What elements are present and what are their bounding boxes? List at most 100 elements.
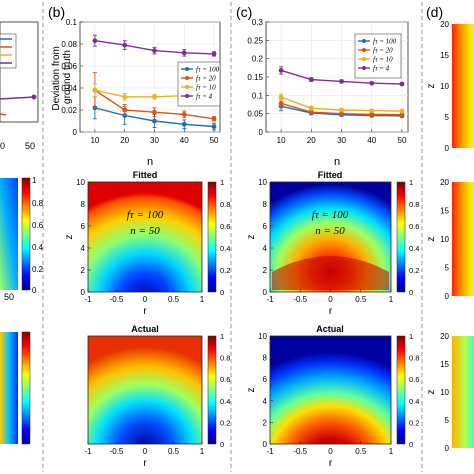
xtick-label: 20 [120,136,129,145]
heatmap-xtick-label: 1 [389,447,394,456]
left-colorbar-1 [22,178,30,290]
left-xtick-label: 0 [0,141,5,151]
colorbar-tick-label: 0.4 [409,397,419,406]
panel-d-ytick-label: 5 [445,264,450,273]
data-point [369,108,374,113]
heatmap-ytick-label: 8 [81,200,86,209]
data-point [212,52,217,57]
left-cbar-tick: 0.2 [32,265,44,274]
heatmap-ytick-label: 0 [263,440,268,449]
panel-label-b: (b) [48,4,65,20]
heatmap-xtick-label: -0.5 [110,447,124,456]
panel-b-legend: fτ = 100fτ = 20fτ = 10fτ = 4 [178,62,220,106]
legend-marker [185,67,189,71]
legend-label: fτ = 10 [196,84,216,92]
colorbar-tick-label: 1 [409,178,413,187]
heatmap-xtick-label: 0.5 [355,447,367,456]
panel-b-fitted-heatmap: Fitted fτ = 100 n = 50 -1-0.500.51024681… [64,170,230,317]
heatmap-ylabel: z [246,388,257,393]
data-point [152,94,157,99]
xtick-label: 40 [367,136,376,145]
colorbar-tick-label: 0.2 [409,418,419,427]
colorbar-tick-label: 0.8 [220,354,230,363]
heatmap-xtick-label: -1 [266,295,274,304]
colorbar-tick-label: 0.8 [409,200,419,209]
panel-c-fitted-heatmap: Fitted fτ = 100 n = 50 -1-0.500.51024681… [246,170,419,317]
panel-d-ytick-label: 5 [445,113,450,122]
left-series-orange [0,114,6,115]
panel-c-fitted-title: Fitted [318,170,343,180]
panel-d-ytick-label: 10 [440,82,449,91]
panel-label-c: (c) [236,4,252,20]
left-colorbar-1-ticks: 1 0.8 0.6 0.4 0.2 0 [32,176,44,295]
heatmap-ylabel: z [64,235,75,240]
heatmap-ytick-label: 4 [263,397,268,406]
xtick-label: 50 [398,136,407,145]
heatmap-xlabel: r [329,306,333,317]
ytick-label: 0.3 [252,18,264,27]
legend-label: fτ = 10 [373,56,393,64]
panel-d-axes: 05101520z05101520z05101520z [426,20,450,453]
left-cbar-tick: 1 [32,176,37,185]
panel-b-actual-heatmap: Actual -1-0.500.51r00.20.40.60.81 [84,324,230,469]
colorbar-tick-label: 1 [220,332,224,341]
data-point [212,116,217,121]
data-point [92,38,97,43]
data-point [182,50,187,55]
legend-marker [185,85,189,89]
panel-b-fitted-title: Fitted [133,170,158,180]
panel-d-ytick-label: 0 [445,444,450,453]
heatmap-ytick-label: 2 [81,266,86,275]
colorbar-tick-label: 0.6 [409,375,419,384]
data-point [152,119,157,124]
heatmap-ytick-label: 6 [81,222,86,231]
legend-marker [362,39,366,43]
left-heatmap-actual [0,332,18,444]
heatmap-ytick-label: 2 [263,266,268,275]
colorbar-tick-label: 0.2 [409,266,419,275]
data-point [400,109,405,114]
xtick-label: 10 [90,136,99,145]
panel-d-ytick-label: 20 [440,20,449,29]
data-point [212,124,217,129]
heatmap-xtick-label: -1 [84,295,92,304]
panel-d: 05101520z05101520z05101520z [426,20,474,453]
heatmap-ytick-label: 6 [263,222,268,231]
panel-b-annotation-n: n = 50 [130,225,160,237]
colorbar-tick-label: 0.8 [220,200,230,209]
ytick-label: 0.05 [247,110,263,119]
panel-b-line-chart: 00.020.040.060.080.1 1020304050 fτ = 100… [51,18,220,168]
panel-b-colorbar-fitted [208,182,216,292]
panel-b-ylabel: Deviation from ground truth [51,43,73,110]
colorbar-tick-label: 0.6 [220,222,230,231]
panel-d-ytick-label: 0 [445,292,450,301]
left-xtick-label: 50 [25,141,35,151]
left-cbar-tick: 0.6 [32,221,44,230]
ytick-label: 0.02 [61,106,77,115]
colorbar-tick-label: 0.4 [220,397,230,406]
legend-marker [362,57,366,61]
panel-c-actual-heatmap: Actual -1-0.500.510246810zr00.20.40.60.8… [246,324,419,469]
heatmap-xtick-label: 0.5 [355,295,367,304]
left-colorbar-2 [22,332,30,444]
data-point [339,108,344,113]
panel-b-annotation-ftau: fτ = 100 [127,209,164,221]
legend-label: fτ = 100 [196,66,220,74]
data-point [279,95,284,100]
left-series-purple-marker [32,95,37,100]
heatmap-xtick-label: -1 [84,447,92,456]
colorbar-tick-label: 0.6 [409,222,419,231]
panel-d-ytick-label: 15 [440,360,449,369]
xtick-label: 40 [180,136,189,145]
ytick-label: 0 [73,128,78,137]
ytick-label: 0.15 [247,73,263,82]
colorbar-tick-label: 0.2 [220,418,230,427]
panel-c-colorbar-actual [397,336,405,444]
data-point [309,77,314,82]
heatmap-xtick-label: 0.5 [168,447,180,456]
heatmap-xtick-label: 1 [389,295,394,304]
panel-b-actual-title: Actual [131,324,159,334]
heatmap-xlabel: r [143,306,147,317]
legend-marker [185,94,189,98]
panel-b-actual-field [88,336,202,444]
